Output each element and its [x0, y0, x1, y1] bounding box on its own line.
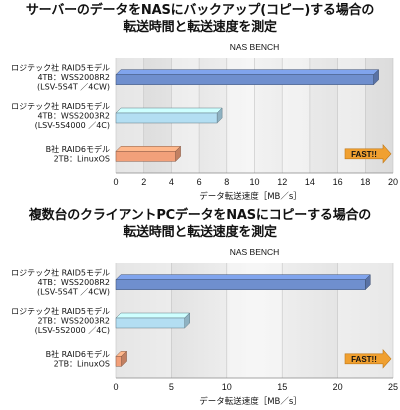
- x-tick-label: 20: [388, 177, 398, 187]
- bar-top: [115, 107, 223, 114]
- x-tick-label: 4: [169, 177, 174, 187]
- bar: [115, 145, 182, 162]
- bar: [115, 312, 191, 329]
- category-label: ロジテック社 RAID5モデル4TB：WSS2003R2(LSV-5S4000 …: [11, 101, 110, 130]
- bar-front: [115, 317, 185, 329]
- bar: [115, 69, 380, 86]
- category-label-line: 4TB：WSS2008R2: [37, 73, 110, 82]
- category-label-line: (LSV-5S4T ／4CW): [37, 288, 110, 297]
- category-label-line: ロジテック社 RAID5モデル: [11, 63, 110, 73]
- chart-client-copy-transfer: 複数台のクライアントPCデータをNASにコピーする場合の 転送時間と転送速度を測…: [0, 205, 400, 410]
- bar: [115, 107, 223, 124]
- x-tick-label: 10: [222, 382, 232, 392]
- bar-front: [115, 74, 374, 85]
- x-tick-label: 6: [197, 177, 202, 187]
- x-tick-label: 0: [113, 177, 118, 187]
- category-label-line: 4TB：WSS2008R2: [37, 278, 110, 287]
- x-tick-label: 25: [388, 382, 398, 392]
- chart-subtitle: NAS BENCH: [230, 42, 280, 52]
- x-tick-label: 18: [360, 177, 370, 187]
- fast-arrow: FAST!!: [344, 349, 392, 369]
- fast-arrow-shape: [344, 144, 392, 164]
- bar-top: [115, 312, 191, 319]
- category-label-line: 2TB：LinuxOS: [54, 155, 110, 164]
- category-label-line: (LSV-5S2000 ／4C): [35, 326, 110, 335]
- fast-arrow: FAST!!: [344, 144, 392, 164]
- fast-label: FAST!!: [351, 355, 377, 364]
- category-label-line: (LSV-5S4000 ／4C): [35, 121, 110, 130]
- chart-title-line1: 複数台のクライアントPCデータをNASにコピーする場合の: [28, 208, 372, 223]
- bar-top: [115, 274, 371, 280]
- bar-front: [115, 151, 176, 162]
- bar-top: [115, 69, 380, 75]
- category-label-line: 4TB：WSS2003R2: [37, 112, 110, 121]
- x-tick-label: 15: [277, 382, 287, 392]
- bar: [115, 350, 128, 367]
- chart-subtitle: NAS BENCH: [230, 247, 280, 257]
- x-tick-label: 0: [113, 382, 118, 392]
- chart-title-line2: 転送時間と転送速度を測定: [123, 225, 277, 240]
- bar: [115, 274, 371, 291]
- x-tick-label: 14: [305, 177, 315, 187]
- category-label-line: ロジテック社 RAID5モデル: [11, 306, 110, 316]
- category-label: ロジテック社 RAID5モデル2TB：WSS2003R2(LSV-5S2000 …: [11, 306, 110, 335]
- category-label-line: 2TB：LinuxOS: [54, 360, 110, 369]
- x-tick-label: 5: [169, 382, 174, 392]
- chart-backup-transfer: サーバーのデータをNASにバックアップ(コピー)する場合の 転送時間と転送速度を…: [11, 3, 398, 202]
- x-tick-label: 2: [141, 177, 146, 187]
- chart-title-line2: 転送時間と転送速度を測定: [123, 20, 277, 35]
- x-tick-label: 12: [277, 177, 287, 187]
- bar-top: [115, 146, 182, 152]
- chart-title-line1: サーバーのデータをNASにバックアップ(コピー)する場合の: [25, 3, 375, 18]
- x-tick-label: 16: [333, 177, 343, 187]
- category-label-line: 2TB：WSS2003R2: [37, 317, 110, 326]
- category-label-line: ロジテック社 RAID5モデル: [11, 101, 110, 111]
- category-label-line: B社 RAID6モデル: [46, 144, 110, 154]
- category-label-line: B社 RAID6モデル: [46, 349, 110, 359]
- x-axis-title: データ転送速度［MB／s］: [199, 396, 302, 407]
- bar-front: [115, 112, 218, 124]
- bar-front: [115, 279, 366, 290]
- x-axis-title: データ転送速度［MB／s］: [199, 191, 302, 202]
- bar-front: [115, 356, 122, 367]
- x-tick-label: 8: [224, 177, 229, 187]
- category-label-line: (LSV-5S4T ／4CW): [37, 83, 110, 92]
- x-tick-label: 10: [249, 177, 259, 187]
- x-tick-label: 20: [333, 382, 343, 392]
- fast-arrow-shape: [344, 349, 392, 369]
- fast-label: FAST!!: [351, 150, 377, 159]
- category-label-line: ロジテック社 RAID5モデル: [11, 268, 110, 278]
